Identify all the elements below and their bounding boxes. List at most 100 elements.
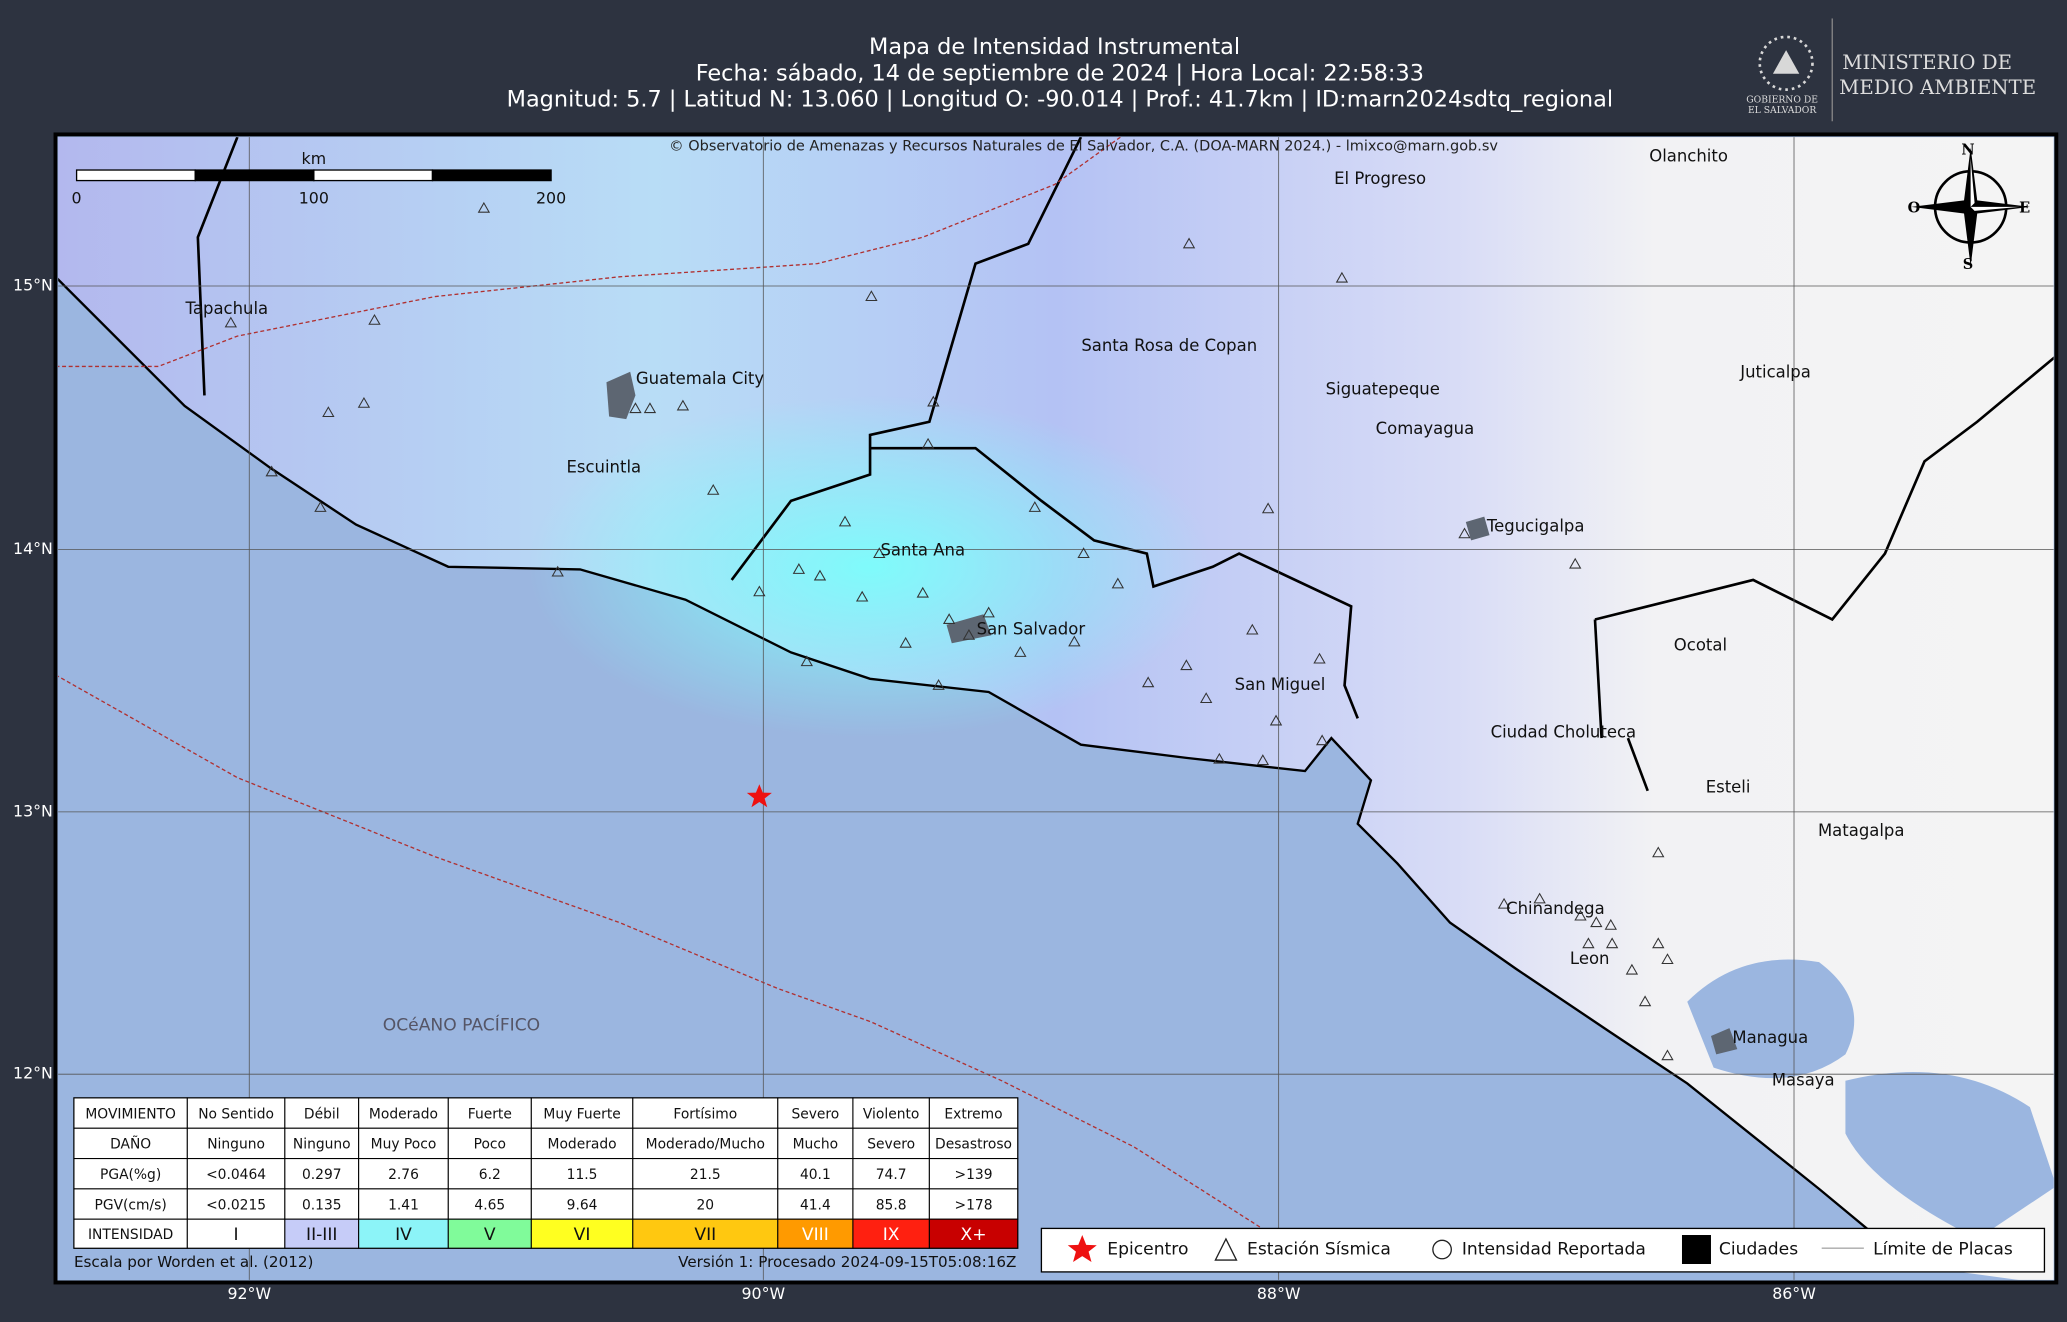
station [1661,1049,1674,1061]
station [368,313,381,325]
station [927,395,940,407]
station [865,290,878,302]
lat-label: 14°N [13,539,53,558]
table-cell [186,1097,286,1129]
table-text: Moderado [369,1106,438,1122]
table-text: Muy Fuerte [543,1106,620,1122]
table-cell [284,1188,360,1220]
place-label: San Salvador [977,620,1086,639]
table-cell [530,1158,634,1190]
station [265,465,278,477]
station [1068,635,1081,647]
place-label: Olanchito [1649,146,1728,165]
legend-triangle [1214,1237,1238,1261]
station [314,501,327,512]
scale-label: 100 [299,189,329,208]
place-label: Siguatepeque [1326,380,1440,399]
copyright: © Observatorio de Amenazas y Recursos Na… [669,138,1498,154]
table-cell [73,1218,188,1249]
station [1605,937,1619,949]
table-text: Mucho [793,1137,839,1153]
table-text: Ninguno [293,1137,351,1153]
table-cell [530,1097,634,1129]
station [1604,918,1617,930]
table-text: <0.0215 [206,1197,266,1213]
table-cell [447,1218,532,1249]
table-text: INTENSIDAD [88,1227,173,1243]
table-text: Desastroso [935,1137,1012,1153]
legend-square [1681,1235,1711,1265]
legend-star [1067,1235,1097,1263]
station [838,515,852,527]
station [813,569,827,581]
lat-label: 13°N [13,801,53,820]
lon-label: 86°W [1772,1284,1816,1303]
table-text: 41.4 [800,1197,831,1213]
station [1652,937,1665,949]
table-text: MOVIMIENTO [85,1106,176,1122]
table-text: 1.41 [388,1197,419,1213]
table-text: I [234,1225,239,1245]
table-cell [530,1127,634,1160]
table-cell [447,1127,532,1160]
table-text: 9.64 [567,1197,598,1213]
table-text: X+ [960,1225,986,1245]
station [477,201,491,213]
compass-label: O [1908,199,1921,216]
country-border [196,137,2054,792]
table-text: VI [574,1225,591,1245]
legend-label: Ciudades [1719,1240,1798,1260]
place-label: Tegucigalpa [1486,517,1585,536]
station [1652,846,1665,858]
scale-bar [75,169,552,182]
station [224,316,237,328]
table-cell [928,1097,1019,1129]
stations [224,201,1674,1061]
station [1590,916,1603,928]
table-cell [632,1097,779,1129]
table-text: Muy Poco [371,1137,437,1153]
station [676,399,690,411]
place-label: Juticalpa [1739,363,1811,382]
station [1111,577,1125,589]
station [551,565,564,577]
scale-unit: km [302,149,327,168]
place-label: Leon [1570,949,1610,968]
table-text: 40.1 [800,1167,831,1183]
lon-label: 88°W [1257,1284,1301,1303]
table-text: 2.76 [388,1167,419,1183]
table-text: II-III [306,1225,337,1245]
place-label: Chinandega [1506,899,1605,918]
station [921,437,935,449]
station [1028,501,1041,512]
station [322,406,335,418]
lat-label: 12°N [13,1064,53,1083]
table-cell [632,1218,779,1249]
scale-label: 0 [72,189,82,208]
station [962,628,976,640]
table-text: DAÑO [110,1136,151,1153]
station [1315,734,1329,746]
station [942,613,956,624]
place-label: Ciudad Choluteca [1491,722,1637,741]
station [1246,623,1259,635]
place-label: Tapachula [185,299,269,318]
shaking-zone [527,395,1213,739]
table-cell [73,1127,188,1160]
compass-label: N [1961,141,1974,158]
station [1182,237,1196,249]
station [1269,714,1283,726]
table-cell [852,1097,930,1129]
station [1261,502,1275,514]
table-text: 0.297 [302,1167,342,1183]
station [1256,754,1270,765]
table-text: No Sentido [198,1106,274,1122]
place-label: Esteli [1706,778,1751,797]
ministry: MINISTERIO DE [1842,51,2012,74]
station [1014,646,1027,657]
place-label: Masaya [1772,1070,1835,1089]
station [753,585,766,597]
station [1077,547,1090,559]
table-cell [186,1127,286,1160]
station [1199,692,1213,704]
